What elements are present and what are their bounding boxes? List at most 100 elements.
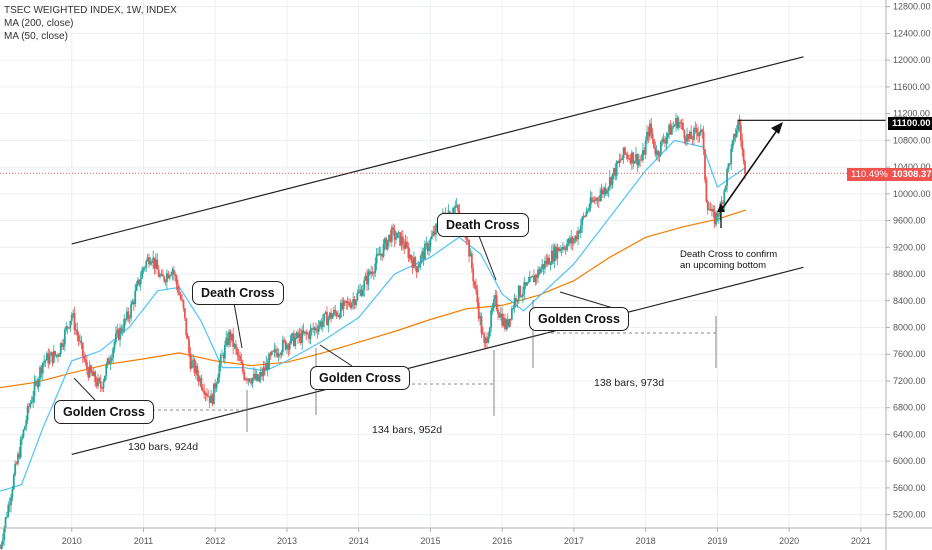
candle-body: [338, 314, 341, 318]
candle-body: [455, 205, 458, 207]
candle-body: [22, 429, 25, 438]
candle-body: [299, 333, 302, 343]
candle-body: [192, 359, 195, 362]
candle-body: [483, 334, 486, 344]
candle-body: [727, 163, 730, 170]
candle-body: [603, 187, 606, 195]
golden-cross-callout-1[interactable]: Golden Cross: [54, 400, 154, 424]
candle-body: [521, 293, 524, 297]
x-tick-label: 2020: [779, 536, 799, 546]
candle-body: [54, 351, 57, 356]
candle-body: [161, 274, 164, 277]
candle-body: [339, 302, 342, 318]
candle-body: [621, 158, 624, 161]
candle-body: [481, 333, 484, 335]
candle-body: [720, 202, 723, 204]
candle-body: [389, 234, 392, 242]
candle-body: [346, 301, 349, 304]
candle-body: [114, 333, 117, 342]
candle-body: [99, 381, 102, 388]
candle-body: [596, 198, 599, 201]
candle-body: [356, 293, 359, 301]
candle-body: [14, 463, 17, 475]
price-axis[interactable]: 5200.00 5600.00 6000.00 6400.00 6800.00 7200.…: [885, 0, 931, 550]
candle-body: [313, 327, 316, 330]
candle-body: [370, 272, 373, 275]
candle-body: [261, 372, 264, 376]
candle-body: [62, 344, 65, 347]
candle-body: [217, 377, 219, 384]
candle-body: [200, 378, 203, 388]
candle-body: [477, 302, 480, 319]
candle-body: [493, 299, 495, 308]
candle-body: [287, 344, 290, 350]
candle-body: [734, 133, 737, 137]
candle-body: [142, 267, 145, 271]
candle-body: [666, 133, 669, 138]
candle-body: [135, 284, 138, 291]
candle-body: [636, 154, 639, 166]
candle-body: [457, 205, 459, 212]
candle-body: [385, 238, 388, 249]
drawings: [0, 56, 886, 456]
x-tick-label: 2011: [134, 536, 153, 546]
candle-body: [32, 396, 35, 402]
candle-body: [328, 312, 331, 318]
candle-body: [80, 340, 83, 343]
candle-body: [117, 329, 120, 340]
candle-body: [21, 437, 23, 440]
candle-body: [480, 316, 483, 334]
candle-body: [411, 260, 414, 268]
candle-body: [7, 504, 10, 517]
candle-body: [599, 194, 602, 202]
bars-count-label-2: 134 bars, 952d: [372, 424, 443, 436]
y-tick-label: 11200.00: [893, 109, 930, 119]
candle-body: [575, 235, 578, 240]
candle-body: [589, 197, 592, 208]
candle-body: [190, 361, 193, 369]
candle-body: [682, 122, 684, 130]
candle-body: [604, 187, 607, 194]
candle-body: [360, 289, 363, 296]
candle-body: [342, 300, 345, 310]
candle-body: [538, 269, 541, 274]
candle-body: [113, 341, 116, 349]
candle-body: [418, 264, 421, 268]
candle-body: [419, 255, 422, 265]
candle-body: [672, 126, 675, 128]
candle-body: [127, 311, 130, 319]
candle-body: [515, 298, 517, 302]
candle-body: [724, 185, 727, 191]
golden-cross-callout-3[interactable]: Golden Cross: [529, 307, 629, 331]
death-cross-callout-2[interactable]: Death Cross: [437, 213, 529, 237]
bars-count-label-3: 138 bars, 973d: [594, 377, 665, 389]
candle-body: [28, 406, 30, 407]
candle-body: [574, 235, 577, 241]
candle-body: [553, 246, 556, 262]
candle-body: [302, 330, 305, 334]
y-tick-label: 10800.00: [893, 135, 931, 145]
death-cross-callout-1[interactable]: Death Cross: [192, 281, 284, 305]
candle-body: [298, 333, 301, 338]
candle-body: [520, 296, 523, 297]
candle-body: [4, 517, 7, 529]
candle-body: [291, 333, 294, 336]
candle-body: [476, 289, 479, 303]
candle-body: [223, 344, 226, 359]
candle-body: [46, 353, 48, 361]
candle-body: [728, 163, 731, 165]
candle-body: [172, 269, 175, 275]
time-axis[interactable]: 2010 2011 2012 2013 2014 2015 2016 2017 2018 2019…: [0, 527, 932, 546]
candle-body: [214, 383, 217, 389]
golden-cross-callout-2[interactable]: Golden Cross: [310, 366, 410, 390]
candle-body: [433, 231, 436, 235]
candle-body: [203, 390, 206, 395]
candle-body: [306, 333, 309, 335]
candle-body: [248, 378, 251, 382]
chart-legend: TSEC WEIGHTED INDEX, 1W, INDEX MA (200, …: [4, 4, 177, 43]
candle-body: [157, 269, 160, 277]
candle-body: [230, 333, 233, 341]
candle-body: [571, 237, 574, 244]
candle-body: [102, 381, 105, 389]
